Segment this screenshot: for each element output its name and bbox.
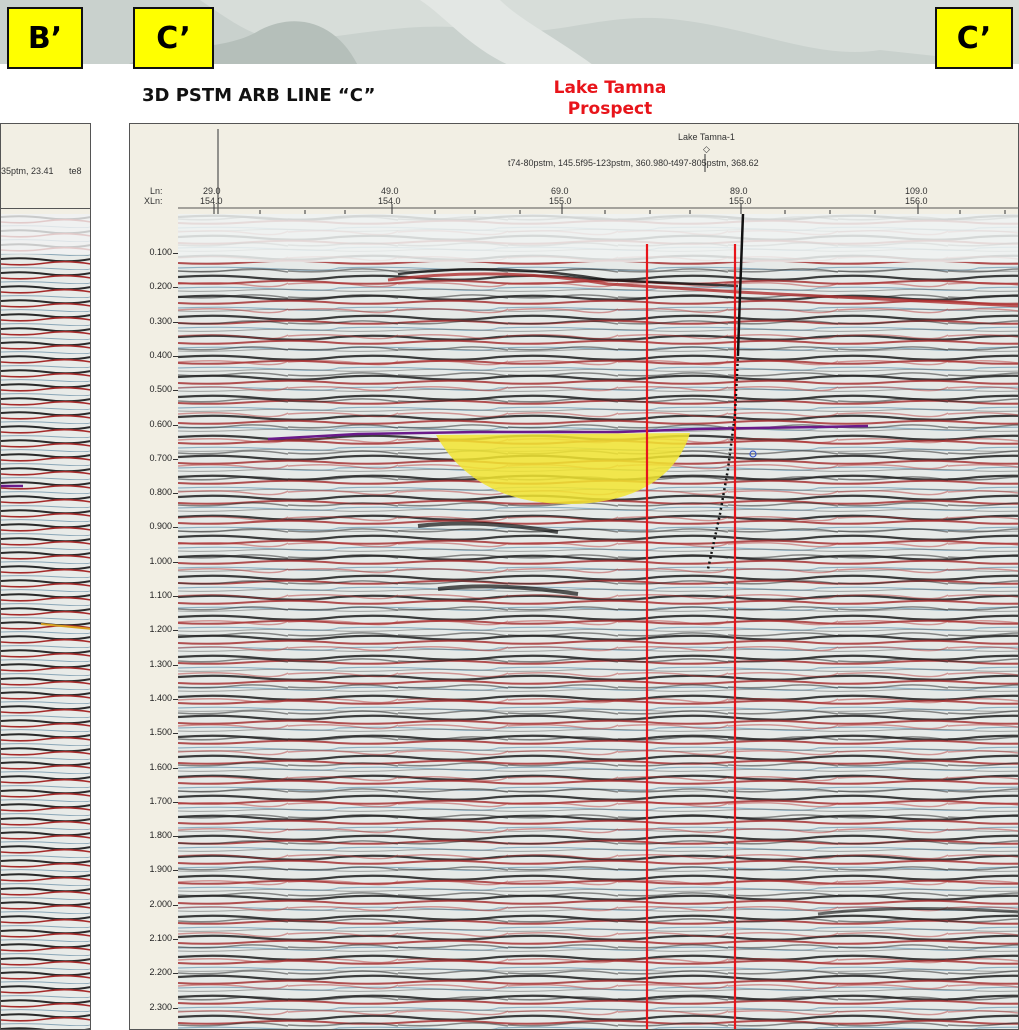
label-b-prime: B’ xyxy=(7,7,83,69)
time-tick-label: 2.200 xyxy=(149,967,172,978)
time-tick-mark xyxy=(173,904,178,906)
well-path xyxy=(736,214,745,355)
time-axis: 0.100 0.200 0.300 0.400 0.500 0.600 0.700 0.800… xyxy=(130,214,179,1029)
main-panel-header: Lake Tamna-1 ◇ t74-80pstm, 145.5f95-123p… xyxy=(130,124,1018,215)
time-tick-label: 2.300 xyxy=(149,1001,172,1012)
time-tick-mark xyxy=(173,561,178,563)
time-tick-mark xyxy=(173,836,178,838)
time-tick-label: 1.500 xyxy=(149,727,172,738)
well-path-dotted xyxy=(706,353,740,570)
time-tick-mark xyxy=(173,870,178,872)
xln-label: XLn: xyxy=(144,196,163,206)
well-marker-icon xyxy=(749,450,757,458)
prospect-line1: Lake Tamna xyxy=(553,78,667,98)
label-c-prime-left: C’ xyxy=(133,7,214,69)
top-tick-xln: 154.0 xyxy=(200,196,223,206)
prospect-line2: Prospect xyxy=(567,99,653,119)
time-tick-label: 0.600 xyxy=(149,418,172,429)
time-tick-mark xyxy=(173,1007,178,1009)
time-tick-mark xyxy=(173,321,178,323)
top-tick-ln: 109.0 xyxy=(905,186,928,196)
time-tick-mark xyxy=(173,253,178,254)
time-tick-label: 0.800 xyxy=(149,487,172,498)
time-tick-label: 0.900 xyxy=(149,521,172,532)
time-tick-label: 2.100 xyxy=(149,933,172,943)
time-tick-mark xyxy=(173,355,178,357)
ln-label: Ln: xyxy=(150,186,163,196)
label-c-prime-right: C’ xyxy=(935,7,1013,69)
top-tick-xln: 156.0 xyxy=(905,196,928,206)
time-tick-mark xyxy=(173,698,178,700)
main-seismic-panel: Lake Tamna-1 ◇ t74-80pstm, 145.5f95-123p… xyxy=(129,123,1019,1030)
time-tick-mark xyxy=(173,424,178,426)
time-tick-label: 1.900 xyxy=(149,864,172,875)
time-tick-label: 2.000 xyxy=(149,898,172,909)
prospect-area xyxy=(436,433,690,504)
time-tick-label: 1.400 xyxy=(149,692,172,703)
time-tick-mark xyxy=(173,973,178,975)
well-name: Lake Tamna-1 xyxy=(678,132,735,142)
time-tick-label: 0.100 xyxy=(149,247,172,257)
time-tick-label: 0.400 xyxy=(149,349,172,360)
well-header-line: t74-80pstm, 145.5f95-123pstm, 360.980-t4… xyxy=(508,158,759,168)
time-tick-mark xyxy=(173,939,178,940)
time-tick-label: 0.500 xyxy=(149,384,172,395)
time-tick-mark xyxy=(173,390,178,392)
time-tick-label: 1.000 xyxy=(149,555,172,566)
horizon-line xyxy=(267,424,869,441)
top-tick-ln: 69.0 xyxy=(551,186,569,196)
time-tick-mark xyxy=(173,801,178,803)
well-symbol-icon: ◇ xyxy=(703,144,710,154)
top-tick-ln: 29.0 xyxy=(203,186,221,196)
time-tick-label: 1.200 xyxy=(149,624,172,635)
left-panel-header: 35ptm, 23.41 te8 xyxy=(1,124,90,215)
time-tick-mark xyxy=(173,733,178,735)
top-tick-ln: 89.0 xyxy=(730,186,748,196)
header-tick-lines xyxy=(178,129,1018,214)
time-tick-label: 1.300 xyxy=(149,658,172,669)
top-tick-xln: 155.0 xyxy=(549,196,572,206)
left-header-text: 35ptm, 23.41 xyxy=(1,166,54,176)
section-title: 3D PSTM ARB LINE “C” xyxy=(142,85,376,106)
top-tick-xln: 155.0 xyxy=(729,196,752,206)
left-header-text-2: te8 xyxy=(69,166,82,176)
time-tick-mark xyxy=(173,596,178,597)
time-tick-mark xyxy=(173,287,178,289)
left-seismic-panel: 35ptm, 23.41 te8 xyxy=(0,123,91,1030)
time-tick-label: 1.700 xyxy=(149,795,172,806)
top-tick-ln: 49.0 xyxy=(381,186,399,196)
time-tick-label: 0.200 xyxy=(149,281,172,292)
time-tick-mark xyxy=(173,527,178,529)
time-tick-mark xyxy=(173,664,178,666)
time-tick-label: 1.800 xyxy=(149,830,172,841)
time-tick-mark xyxy=(173,630,178,632)
main-seismic-image xyxy=(178,214,1018,1029)
time-tick-mark xyxy=(173,493,178,495)
time-tick-label: 1.600 xyxy=(149,761,172,772)
top-tick-xln: 154.0 xyxy=(378,196,401,206)
time-tick-label: 1.100 xyxy=(149,590,172,600)
left-seismic-image xyxy=(1,214,90,1029)
time-tick-mark xyxy=(173,458,178,460)
time-tick-label: 0.700 xyxy=(149,452,172,463)
prospect-label: Lake Tamna Prospect xyxy=(545,78,675,120)
time-tick-mark xyxy=(173,767,178,769)
time-tick-label: 0.300 xyxy=(149,315,172,326)
